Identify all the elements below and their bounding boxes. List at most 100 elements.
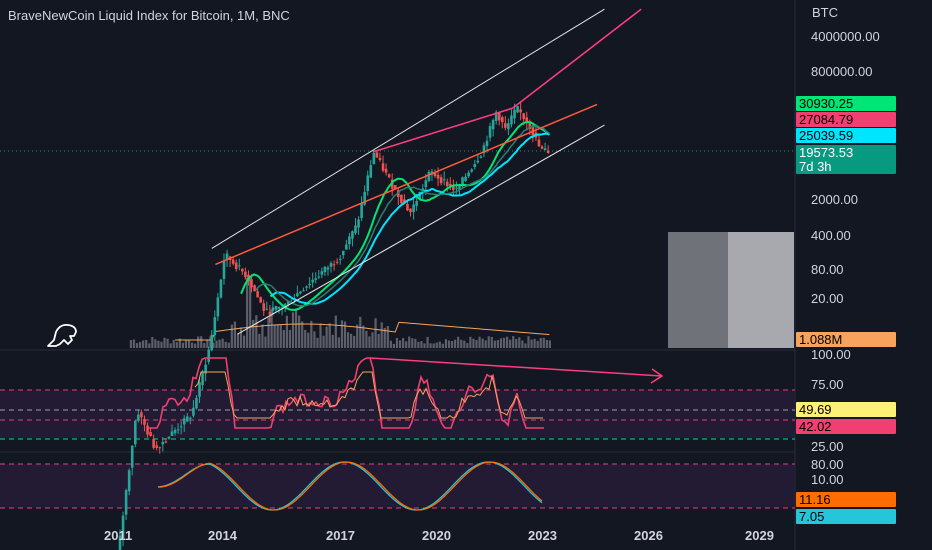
volume-bar — [420, 341, 423, 348]
volume-bar — [258, 333, 261, 348]
volume-bar — [212, 342, 215, 348]
volume-bar — [304, 329, 307, 348]
volume-bar — [365, 331, 368, 348]
volume-bar — [227, 342, 230, 348]
candle — [268, 311, 272, 315]
ma-cyan-line — [269, 132, 550, 305]
candle — [415, 201, 418, 206]
candle — [237, 265, 241, 267]
volume-bar — [334, 315, 337, 348]
candle — [546, 150, 550, 153]
volume-bar — [380, 322, 383, 348]
candle — [244, 271, 247, 278]
volume-bar — [282, 330, 285, 348]
volume-bar — [310, 320, 313, 348]
volume-bar — [509, 339, 512, 348]
candle — [277, 307, 281, 309]
volume-bar — [267, 317, 270, 348]
volume-bar — [236, 333, 240, 348]
volume-bar — [505, 336, 509, 348]
volume-ma-line — [175, 321, 550, 341]
price-layer — [118, 8, 642, 550]
candle — [519, 109, 522, 113]
volume-bar — [264, 336, 267, 348]
rsi-tick-label: 100.00 — [811, 347, 851, 362]
volume-bar — [270, 309, 273, 348]
candle — [442, 179, 446, 181]
volume-layer — [129, 232, 794, 348]
candle — [189, 417, 192, 419]
volume-bar — [319, 323, 322, 348]
candle — [146, 425, 149, 435]
candle — [354, 225, 357, 234]
volume-bar — [322, 335, 325, 348]
candle — [528, 121, 532, 129]
volume-bar — [383, 327, 386, 348]
volume-bar — [438, 341, 441, 348]
candle — [335, 261, 339, 263]
candle — [488, 126, 492, 138]
volume-bar — [466, 343, 469, 348]
candle — [507, 123, 510, 130]
candle — [195, 397, 198, 409]
volume-bar — [215, 340, 218, 348]
candle — [155, 445, 158, 448]
candle — [482, 145, 486, 154]
volume-bar — [301, 321, 304, 348]
volume-bar — [221, 338, 224, 348]
currency-label: BTC — [812, 5, 838, 20]
candle — [192, 407, 195, 416]
candle — [467, 172, 470, 177]
volume-bar — [478, 336, 481, 348]
volume-bar — [542, 337, 545, 348]
candle — [299, 291, 302, 294]
volume-bar — [233, 321, 236, 348]
ma-teal-line — [255, 124, 550, 307]
volume-bar — [545, 339, 548, 348]
candle — [185, 416, 189, 422]
candle — [271, 307, 275, 311]
candle — [121, 515, 125, 539]
candle — [409, 208, 412, 213]
volume-bar — [350, 333, 353, 348]
volume-bar — [530, 339, 533, 348]
candle — [479, 156, 483, 158]
volume-bar — [447, 340, 451, 348]
volume-bar — [444, 339, 448, 348]
x-tick-label: 2011 — [104, 528, 132, 543]
volume-bar — [178, 338, 181, 348]
candle — [341, 250, 345, 256]
candle — [216, 297, 220, 317]
volume-bar — [499, 338, 503, 348]
volume-bar — [276, 324, 279, 348]
volume-bar — [377, 333, 380, 348]
volume-bar — [252, 319, 255, 348]
volume-bar — [362, 325, 365, 348]
channel-lower-line — [237, 124, 605, 335]
candle — [384, 168, 388, 173]
candle — [348, 236, 351, 245]
candle — [320, 271, 324, 275]
candle — [387, 174, 391, 178]
candle — [219, 279, 223, 298]
candle — [418, 191, 422, 200]
y-tick-label: 2000.00 — [811, 192, 858, 207]
volume-bar — [190, 342, 194, 348]
candle — [250, 279, 253, 288]
x-tick-label: 2020 — [422, 528, 451, 543]
candle — [366, 175, 370, 192]
volume-bar — [294, 310, 298, 348]
rsi-layer — [148, 357, 664, 429]
volume-bar — [405, 341, 408, 348]
candle — [167, 436, 171, 439]
y-tick-label: 800000.00 — [811, 64, 872, 79]
y-tick-label: 80.00 — [811, 262, 844, 277]
rsi-ma-line — [194, 371, 543, 419]
volume-bar — [469, 336, 472, 348]
volume-bar — [340, 320, 344, 348]
volume-bar — [395, 337, 399, 348]
x-tick-label: 2023 — [528, 528, 557, 543]
candle — [537, 139, 541, 147]
volume-bar — [521, 340, 524, 348]
